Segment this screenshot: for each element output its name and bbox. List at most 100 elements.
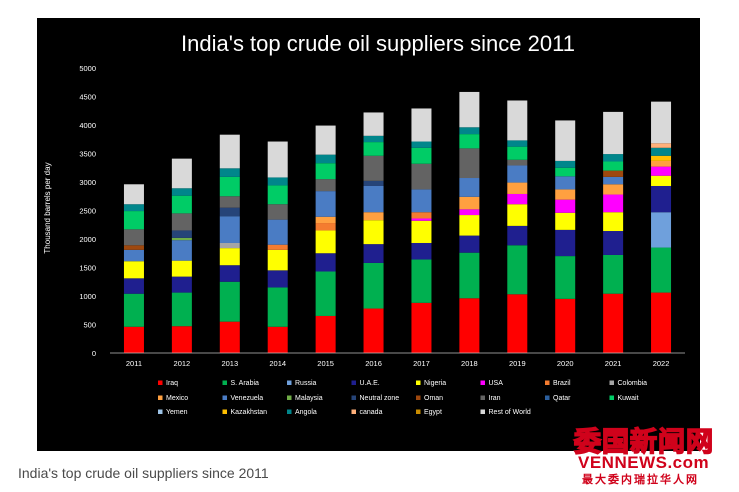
legend-label: S. Arabia bbox=[231, 380, 260, 387]
bar-segment bbox=[507, 146, 528, 160]
bar-segment bbox=[267, 177, 288, 186]
bar-segment bbox=[459, 209, 480, 216]
bar-segment bbox=[315, 253, 336, 272]
bar-segment bbox=[219, 176, 240, 197]
legend-swatch bbox=[545, 395, 550, 400]
legend-label: Iraq bbox=[166, 380, 178, 387]
bar-segment bbox=[219, 248, 240, 266]
bar-segment bbox=[411, 108, 432, 142]
x-tick-label: 2020 bbox=[557, 359, 574, 368]
y-tick-label: 1500 bbox=[79, 264, 96, 273]
bar-segment bbox=[219, 168, 240, 177]
bar-segment bbox=[123, 184, 144, 205]
bar-segment bbox=[123, 229, 144, 246]
legend-swatch bbox=[416, 380, 421, 385]
bar-segment bbox=[555, 199, 576, 213]
bar-segment bbox=[363, 262, 384, 309]
bar-segment bbox=[171, 230, 192, 238]
legend-swatch bbox=[545, 380, 550, 385]
bar-segment bbox=[219, 207, 240, 217]
bar-segment bbox=[363, 185, 384, 213]
legend-swatch bbox=[480, 395, 485, 400]
bar-segment bbox=[267, 185, 288, 205]
x-tick-label: 2012 bbox=[174, 359, 191, 368]
bar-segment bbox=[363, 155, 384, 181]
legend-swatch bbox=[351, 395, 356, 400]
x-tick-label: 2016 bbox=[365, 359, 382, 368]
y-tick-label: 5000 bbox=[79, 64, 96, 73]
source-note: Source : Govt, Traders, Reuters Calculat… bbox=[94, 451, 273, 461]
bar-segment bbox=[123, 293, 144, 327]
y-axis-title: Thousand barrels per day bbox=[43, 162, 52, 253]
bar-segment bbox=[507, 159, 528, 166]
bar-segment bbox=[123, 249, 144, 262]
bar-segment bbox=[555, 120, 576, 161]
bar-segment bbox=[507, 294, 528, 353]
bar-segment bbox=[171, 240, 192, 261]
legend-swatch bbox=[158, 395, 163, 400]
bar-segment bbox=[507, 140, 528, 147]
bar-segment bbox=[603, 111, 624, 155]
bar-segment bbox=[171, 326, 192, 353]
legend-label: Yemen bbox=[166, 409, 188, 416]
legend-label: Venezuela bbox=[231, 395, 264, 402]
bar-segment bbox=[411, 189, 432, 213]
site-watermark: 委国新闻网 VENNEWS.com 最大委内瑞拉华人网 bbox=[564, 423, 736, 487]
bar-segment bbox=[171, 276, 192, 293]
bar-segment bbox=[459, 215, 480, 236]
bar-segment bbox=[603, 161, 624, 171]
legend-label: Kazakhstan bbox=[231, 409, 268, 416]
bar-segment bbox=[411, 147, 432, 164]
bar-segment bbox=[411, 302, 432, 353]
bar-segment bbox=[651, 247, 672, 293]
bar-segment bbox=[315, 179, 336, 192]
bar-segment bbox=[219, 321, 240, 353]
legend-swatch bbox=[609, 380, 614, 385]
legend-label: Egypt bbox=[424, 409, 442, 416]
bar-segment bbox=[123, 278, 144, 294]
bar-segment bbox=[651, 147, 672, 156]
bar-segment bbox=[363, 220, 384, 245]
bar-segment bbox=[459, 298, 480, 353]
bar-segment bbox=[219, 242, 240, 249]
bar-segment bbox=[651, 292, 672, 353]
bar-segment bbox=[363, 308, 384, 353]
bar-segment bbox=[411, 212, 432, 219]
legend-label: Kuwait bbox=[618, 395, 639, 402]
legend-swatch bbox=[287, 380, 292, 385]
bar-segment bbox=[123, 261, 144, 279]
legend-swatch bbox=[287, 395, 292, 400]
bar-segment bbox=[219, 265, 240, 282]
x-tick-label: 2011 bbox=[126, 359, 142, 368]
bar-segment bbox=[411, 259, 432, 303]
legend-label: Neutral zone bbox=[360, 395, 400, 402]
bar-segment bbox=[315, 230, 336, 254]
x-tick-label: 2019 bbox=[509, 359, 526, 368]
bar-segment bbox=[363, 212, 384, 221]
bar-segment bbox=[507, 204, 528, 226]
bar-segment bbox=[171, 213, 192, 231]
bar-segment bbox=[315, 223, 336, 231]
watermark-domain: VENNEWS.com bbox=[578, 453, 710, 472]
legend-label: U.A.E. bbox=[360, 380, 380, 387]
bar-segment bbox=[315, 154, 336, 164]
bar-segment bbox=[555, 256, 576, 299]
bar-segment bbox=[459, 148, 480, 179]
bar-segment bbox=[603, 154, 624, 162]
bar-segment bbox=[315, 271, 336, 316]
bar-segment bbox=[411, 141, 432, 148]
x-tick-label: 2015 bbox=[317, 359, 334, 368]
bar-segment bbox=[123, 326, 144, 353]
x-tick-label: 2013 bbox=[221, 359, 238, 368]
bar-segment bbox=[555, 229, 576, 257]
bar-segment bbox=[123, 245, 144, 250]
bar-segment bbox=[555, 167, 576, 177]
bar-segment bbox=[363, 135, 384, 143]
y-tick-label: 1000 bbox=[79, 292, 96, 301]
bar-segment bbox=[459, 134, 480, 149]
figure-caption: India's top crude oil suppliers since 20… bbox=[18, 465, 269, 481]
chart-title: India's top crude oil suppliers since 20… bbox=[181, 31, 575, 56]
bar-segment bbox=[267, 244, 288, 250]
bar-segment bbox=[315, 163, 336, 180]
bar-segment bbox=[411, 242, 432, 260]
